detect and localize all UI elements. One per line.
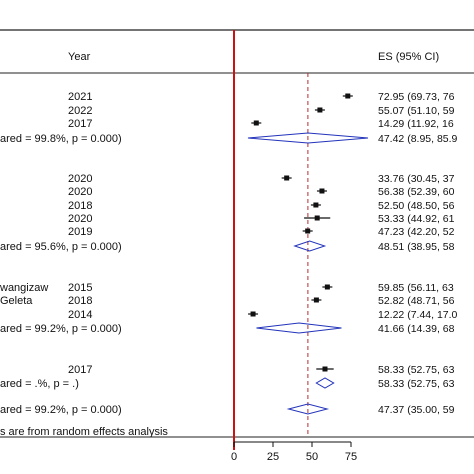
study-es-text: 56.38 (52.39, 60 (378, 186, 455, 198)
header-es: ES (95% CI) (378, 51, 439, 63)
study-point (317, 107, 323, 113)
subtotal-es-text: 48.51 (38.95, 58 (378, 241, 455, 253)
study-point (324, 284, 330, 290)
x-tick-label: 50 (306, 451, 318, 463)
subtotal-label: ared = 95.6%, p = 0.000) (0, 241, 122, 253)
study-label: Geleta (0, 295, 33, 307)
study-year: 2015 (68, 282, 92, 294)
study-es-text: 14.29 (11.92, 16 (378, 118, 454, 130)
footnote: s are from random effects analysis (0, 426, 168, 438)
study-point (284, 175, 290, 181)
study-year: 2020 (68, 213, 92, 225)
subtotal-es-text: 58.33 (52.75, 63 (378, 378, 455, 390)
study-point (314, 215, 320, 221)
subtotal-es-text: 41.66 (14.39, 68 (378, 323, 455, 335)
study-point (313, 297, 319, 303)
study-es-text: 12.22 (7.44, 17.0 (378, 309, 458, 321)
study-es-text: 58.33 (52.75, 63 (378, 364, 455, 376)
study-es-text: 52.82 (48.71, 56 (378, 295, 455, 307)
study-point (319, 188, 325, 194)
study-point (305, 228, 311, 234)
x-tick-label: 0 (231, 451, 237, 463)
study-year: 2017 (68, 118, 92, 130)
study-year: 2018 (68, 200, 92, 212)
subtotal-label: ared = 99.8%, p = 0.000) (0, 133, 122, 145)
study-year: 2018 (68, 295, 92, 307)
pooled-diamond (286, 403, 330, 415)
study-point (250, 311, 256, 317)
study-es-text: 53.33 (44.92, 61 (378, 213, 455, 225)
pooled-diamond (247, 132, 369, 144)
study-year: 2020 (68, 173, 92, 185)
study-year: 2019 (68, 226, 92, 238)
study-point (322, 366, 328, 372)
subtotal-label: ared = .%, p = .) (0, 378, 79, 390)
study-year: 2021 (68, 91, 92, 103)
study-label: wangizaw (0, 282, 48, 294)
study-point (313, 202, 319, 208)
subtotal-es-text: 47.42 (8.95, 85.9 (378, 133, 458, 145)
x-tick-label: 75 (345, 451, 357, 463)
study-es-text: 55.07 (51.10, 59 (378, 105, 455, 117)
study-point (345, 93, 351, 99)
study-es-text: 59.85 (56.11, 63 (378, 282, 454, 294)
header-year: Year (68, 51, 91, 63)
study-es-text: 52.50 (48.50, 56 (378, 200, 455, 212)
subtotal-es-text: 47.37 (35.00, 59 (378, 404, 455, 416)
study-es-text: 33.76 (30.45, 37 (378, 173, 455, 185)
study-year: 2017 (68, 364, 92, 376)
pooled-diamond (315, 377, 335, 389)
x-axis: 0 25 50 75 (231, 441, 357, 463)
subtotal-label: ared = 99.2%, p = 0.000) (0, 323, 122, 335)
study-es-text: 72.95 (69.73, 76 (378, 91, 455, 103)
study-point (253, 120, 259, 126)
study-year: 2022 (68, 105, 92, 117)
pooled-diamond (293, 240, 327, 252)
study-es-text: 47.23 (42.20, 52 (378, 226, 455, 238)
x-tick-label: 25 (267, 451, 279, 463)
subtotal-label: ared = 99.2%, p = 0.000) (0, 404, 122, 416)
study-year: 2020 (68, 186, 92, 198)
study-year: 2014 (68, 309, 92, 321)
pooled-diamond (256, 322, 342, 334)
